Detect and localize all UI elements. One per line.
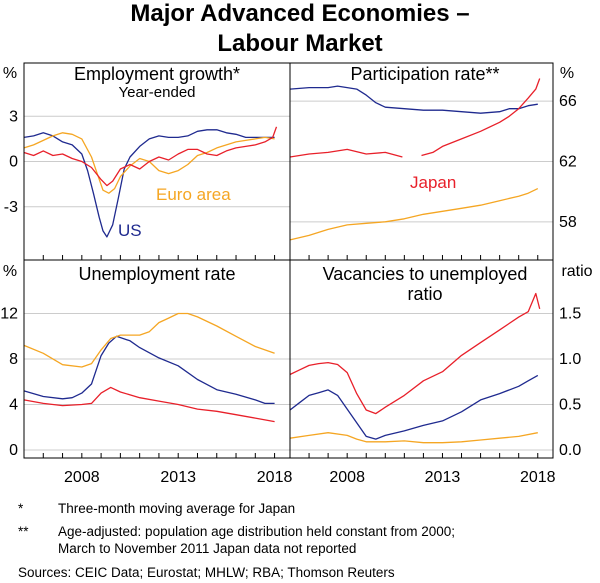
y-tick-label: 8 bbox=[9, 351, 18, 368]
unit-label: ratio bbox=[561, 263, 592, 280]
series-label-japan: Japan bbox=[410, 173, 456, 192]
panel-employment-growth: 3 0 -3 Employment growth*Year-ended% Euro ar… bbox=[3, 64, 290, 260]
series-line-japan bbox=[23, 126, 278, 187]
y-tick-label: 0 bbox=[9, 442, 18, 459]
unit-label: % bbox=[3, 65, 17, 82]
x-axis-labels: 2008 2013 2018 2008 2013 2018 bbox=[64, 469, 556, 486]
series-label-euro-area: Euro area bbox=[156, 185, 231, 204]
series-line-japan bbox=[289, 78, 541, 158]
series-line-japan bbox=[289, 292, 541, 415]
y-tick-label: 12 bbox=[0, 306, 18, 323]
panel-title: Employment growth* bbox=[74, 64, 240, 84]
series-line-euro-area bbox=[289, 432, 538, 444]
footnote-star-text: Three-month moving average for Japan bbox=[58, 501, 295, 516]
panel-unemployment-rate: 12 8 4 0 Unemployment rate% bbox=[0, 263, 290, 459]
y-tick-label: 0 bbox=[9, 154, 18, 171]
y-tick-label: 3 bbox=[9, 108, 18, 125]
footnote-star-mark: * bbox=[18, 501, 24, 516]
y-tick-label: 0.0 bbox=[559, 442, 581, 459]
series-line-euro-area bbox=[23, 312, 275, 368]
panel-title: Participation rate** bbox=[350, 64, 499, 84]
series-line-us bbox=[289, 374, 539, 440]
footnote-sources: Sources: CEIC Data; Eurostat; MHLW; RBA;… bbox=[18, 565, 395, 580]
x-tick-label: 2008 bbox=[64, 469, 100, 486]
panel-subtitle: Year-ended bbox=[118, 84, 195, 101]
panel-subtitle: ratio bbox=[407, 284, 442, 304]
series-line-euro-area bbox=[23, 132, 275, 194]
panel-title: Vacancies to unemployed bbox=[323, 264, 528, 284]
footnote-dstar-line1: Age-adjusted: population age distributio… bbox=[58, 524, 455, 539]
unit-label: % bbox=[560, 65, 574, 82]
y-tick-label: 62 bbox=[559, 154, 577, 171]
x-tick-label: 2013 bbox=[160, 469, 196, 486]
series-label-us: US bbox=[118, 221, 142, 240]
chart-title-line2: Labour Market bbox=[217, 30, 382, 57]
series-line-japan bbox=[23, 386, 275, 423]
x-tick-label: 2018 bbox=[257, 469, 293, 486]
series-line-euro-area bbox=[289, 188, 539, 241]
x-tick-label: 2008 bbox=[329, 469, 365, 486]
series-line-us bbox=[23, 129, 275, 238]
x-tick-label: 2018 bbox=[520, 469, 556, 486]
y-tick-label: 1.0 bbox=[559, 351, 581, 368]
footnote-dstar-mark: ** bbox=[18, 524, 29, 539]
footnote-dstar-line2: March to November 2011 Japan data not re… bbox=[58, 541, 356, 556]
y-tick-label: 0.5 bbox=[559, 397, 581, 414]
y-tick-label: 4 bbox=[9, 397, 18, 414]
y-tick-label: 1.5 bbox=[559, 306, 581, 323]
panel-participation-rate: 66 62 58 Participation rate** % Japan bbox=[289, 64, 577, 260]
y-tick-label: 58 bbox=[559, 214, 577, 231]
chart-title-line1: Major Advanced Economies – bbox=[130, 0, 469, 27]
y-tick-label: 66 bbox=[559, 93, 577, 110]
series-line-us bbox=[23, 335, 275, 405]
x-tick-label: 2013 bbox=[425, 469, 461, 486]
y-tick-label: -3 bbox=[4, 199, 18, 216]
series-line-us bbox=[289, 85, 538, 114]
unit-label: % bbox=[3, 263, 17, 280]
panel-title: Unemployment rate bbox=[78, 264, 235, 284]
